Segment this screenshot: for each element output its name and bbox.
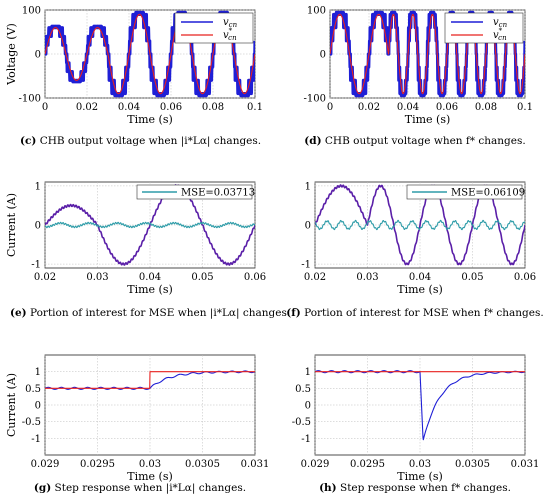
x-axis-label: Time (s) [397,470,443,483]
x-tick-label: 0.05 [191,272,213,283]
series-group-e [45,184,255,266]
x-tick-label: 0.03 [86,272,108,283]
x-tick-label: 0.0295 [80,459,115,470]
x-tick-label: 0.04 [118,102,140,113]
x-tick-label: 0.06 [160,102,182,113]
x-tick-label: 0.08 [475,102,497,113]
x-tick-label: 0.08 [202,102,224,113]
legend-label-mse: MSE=0.06109 [451,188,525,199]
y-tick-label: 0 [35,221,41,232]
x-tick-label: 0.03 [356,272,378,283]
y-tick-label: 0 [305,401,311,412]
x-tick-label: 0.1 [247,102,263,113]
x-axis-label: Time (s) [397,283,443,296]
y-tick-label: -100 [304,94,326,105]
y-tick-label: 100 [22,6,41,17]
caption-d: (d) CHB output voltage when f* changes. [304,135,526,147]
y-axis-label: Voltage (V) [5,23,18,86]
caption-h: (h) Step response when f* changes. [319,482,511,494]
caption-g: (g) Step response when |i*Lα| changes. [33,482,247,494]
y-tick-label: -1 [31,260,41,271]
x-axis-label: Time (s) [127,113,173,126]
series-line-current [45,184,255,266]
series-line-error [315,219,525,231]
x-tick-label: 0.02 [358,102,380,113]
y-tick-label: 1 [35,181,41,192]
caption-e: (e) Portion of interest for MSE when |i*… [10,307,291,319]
series-line-reference [45,371,255,389]
x-tick-label: 0.06 [436,102,458,113]
y-tick-label: -0.5 [292,417,311,428]
legend-box [444,12,524,44]
y-tick-label: 0 [320,50,326,61]
y-tick-label: -0.5 [22,417,41,428]
legend-box [174,12,254,44]
y-axis-label: Current (A) [5,193,18,257]
x-tick-label: 0.031 [511,459,540,470]
caption-c: (c) CHB output voltage when |i*Lα| chang… [20,135,262,147]
x-tick-label: 0.1 [517,102,533,113]
x-tick-label: 0.03 [409,459,431,470]
series-line-error [45,221,255,229]
y-tick-label: -1 [301,434,311,445]
y-tick-label: 0 [305,221,311,232]
x-tick-label: 0.04 [397,102,419,113]
legend-box [136,184,253,200]
x-tick-label: 0 [42,102,48,113]
x-tick-label: 0.03 [139,459,161,470]
x-tick-label: 0.02 [34,272,56,283]
x-tick-label: 0.0305 [185,459,220,470]
series-group-h [315,370,525,441]
x-tick-label: 0.031 [241,459,270,470]
x-tick-label: 0.04 [139,272,161,283]
caption-f: (f) Portion of interest for MSE when f* … [286,307,544,319]
legend-box [406,184,523,200]
y-tick-label: -1 [31,434,41,445]
x-tick-label: 0 [327,102,333,113]
y-tick-label: 0 [35,401,41,412]
x-tick-label: 0.0295 [350,459,385,470]
x-tick-label: 0.06 [244,272,266,283]
x-tick-label: 0.04 [409,272,431,283]
x-tick-label: 0.029 [301,459,330,470]
x-axis-label: Time (s) [405,113,451,126]
y-tick-label: -1 [301,260,311,271]
x-tick-label: 0.05 [461,272,483,283]
y-tick-label: 1 [305,181,311,192]
x-tick-label: 0.0305 [455,459,490,470]
y-tick-label: -100 [19,94,41,105]
x-axis-label: Time (s) [127,470,173,483]
y-tick-label: 0.5 [25,384,41,395]
x-tick-label: 0.029 [31,459,60,470]
x-tick-label: 0.02 [76,102,98,113]
y-tick-label: 1 [305,367,311,378]
y-axis-label: Current (A) [5,373,18,437]
series-group-g [45,370,255,390]
x-tick-label: 0.06 [514,272,536,283]
x-tick-label: 0.02 [304,272,326,283]
y-tick-label: 0.5 [295,384,311,395]
y-tick-label: 0 [35,50,41,61]
y-tick-label: 100 [307,6,326,17]
legend-label-mse: MSE=0.03713 [181,188,255,199]
y-tick-label: 1 [35,367,41,378]
x-axis-label: Time (s) [127,283,173,296]
